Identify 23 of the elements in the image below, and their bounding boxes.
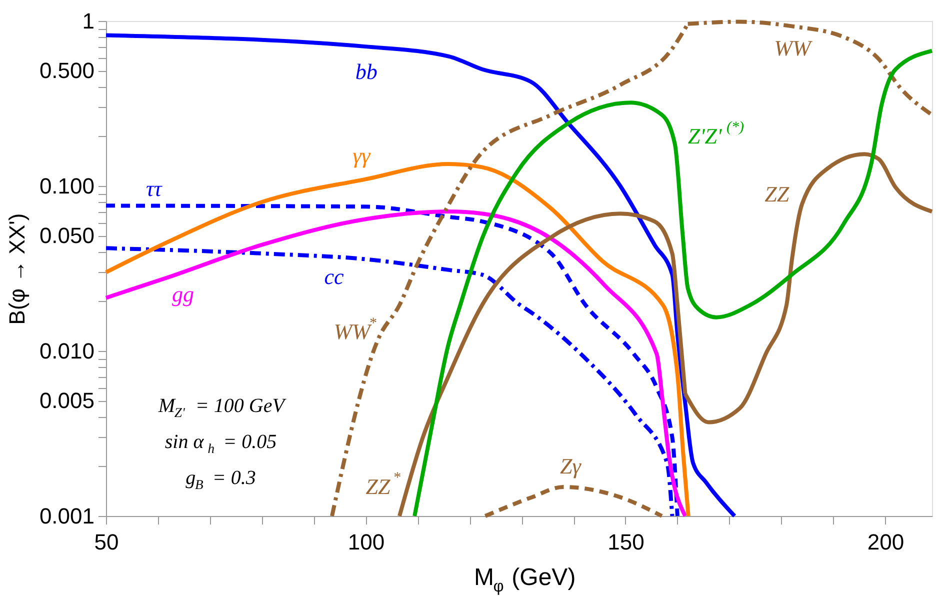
y-tick-label: 1	[82, 8, 94, 34]
series-label: bb	[355, 59, 378, 84]
y-tick-label: 0.100	[39, 174, 94, 198]
series-label: Zγ	[560, 453, 582, 478]
series-label: ZZ	[764, 181, 790, 206]
series-label: Z'Z'(*)	[688, 120, 744, 148]
x-tick-label: 50	[94, 530, 119, 554]
series-label: ττ	[146, 176, 163, 201]
x-tick-label: 150	[608, 530, 644, 554]
x-tick-label: 100	[348, 530, 385, 554]
y-tick-label: 0.010	[39, 338, 94, 364]
series-label: cc	[324, 264, 344, 290]
series-label: γγ	[352, 142, 372, 168]
series-label: gg	[172, 282, 194, 306]
y-tick-label: 0.500	[39, 58, 94, 84]
series-label: ZZ*	[366, 470, 402, 499]
x-tick-label: 200	[867, 530, 904, 554]
y-tick-label: 0.005	[39, 388, 94, 414]
y-tick-label: 0.001	[39, 504, 94, 528]
series-label: WW	[774, 36, 812, 61]
y-tick-label: 0.050	[39, 223, 94, 248]
y-axis-title: B(φ → XX')	[4, 213, 30, 325]
series-label: WW*	[334, 315, 377, 344]
